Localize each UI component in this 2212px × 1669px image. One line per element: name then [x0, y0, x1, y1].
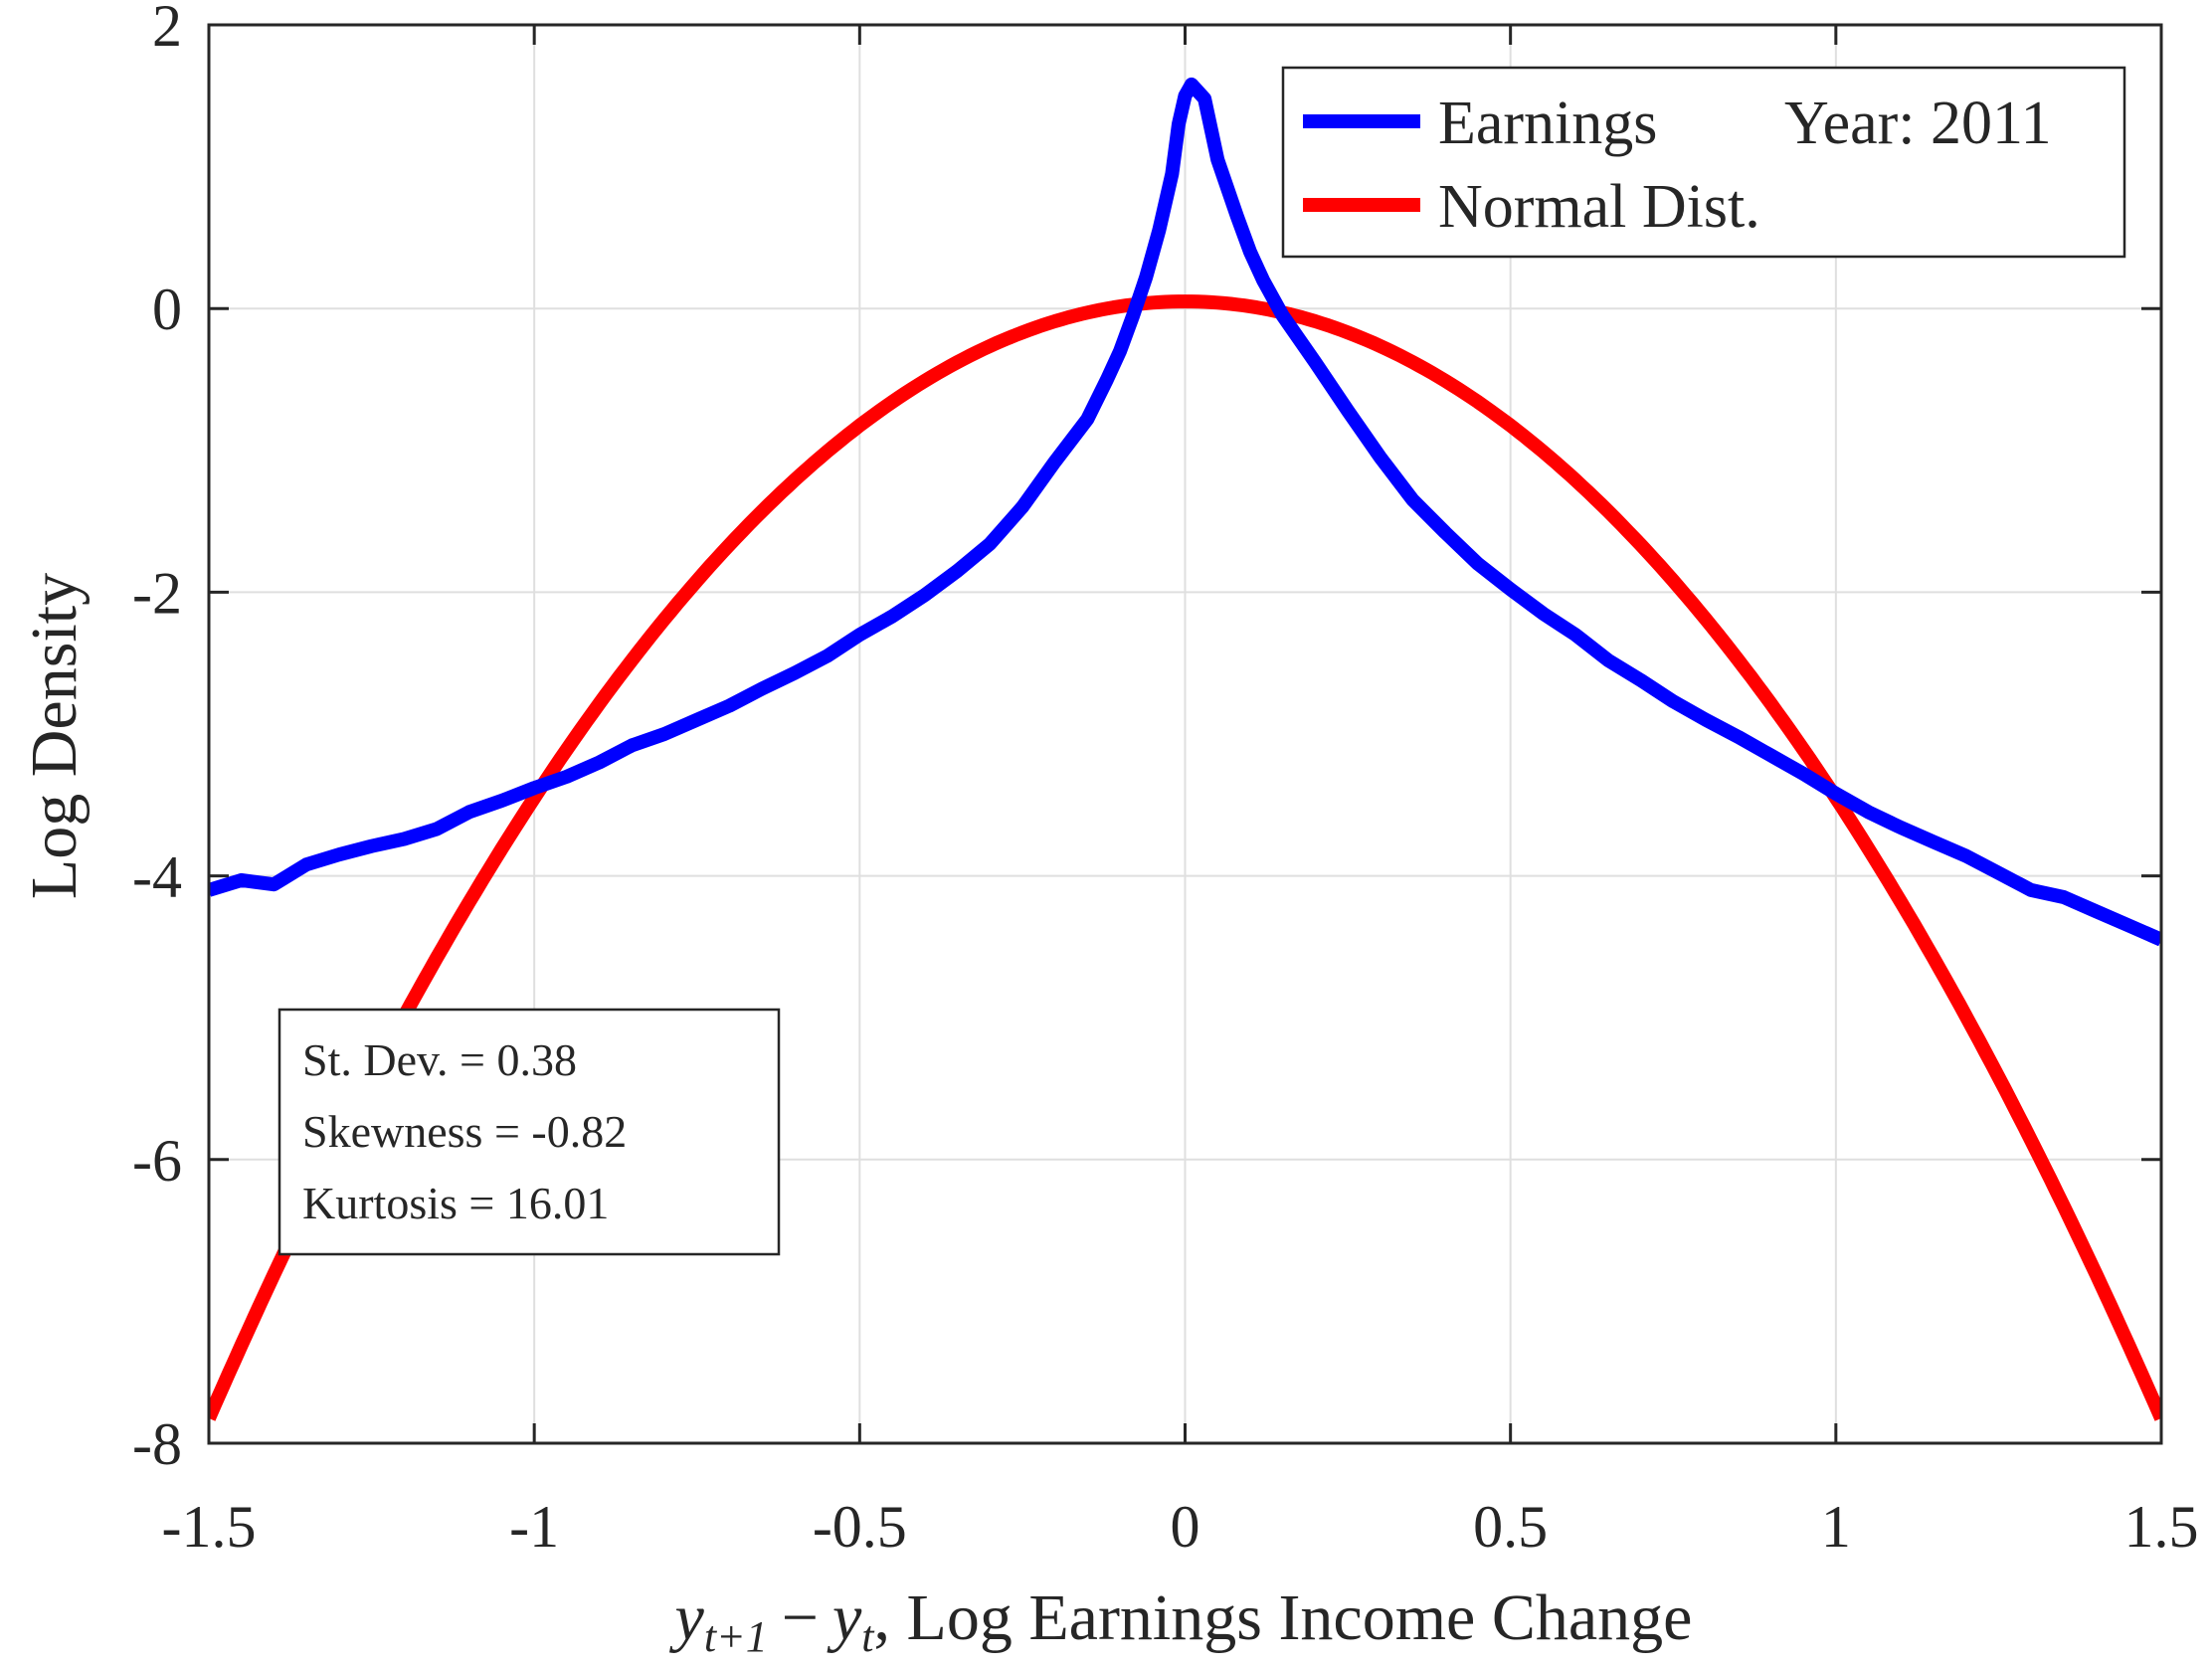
- x-tick-label: -0.5: [813, 1494, 907, 1560]
- x-tick-label: 1.5: [2124, 1494, 2199, 1560]
- stats-std-dev: St. Dev. = 0.38: [302, 1034, 577, 1085]
- stats-annotation: St. Dev. = 0.38 Skewness = -0.82 Kurtosi…: [277, 1008, 781, 1256]
- axis-ticks: [207, 23, 2163, 1445]
- stats-kurtosis: Kurtosis = 16.01: [302, 1178, 609, 1228]
- y-tick-label: -4: [132, 844, 182, 910]
- x-label-y: y: [669, 1581, 705, 1654]
- y-tick-label: -8: [132, 1411, 182, 1477]
- legend-label-normal: Normal Dist.: [1438, 173, 1760, 241]
- x-tick-label: -1: [509, 1494, 559, 1560]
- legend-label-earnings: Earnings: [1438, 90, 1657, 157]
- y-tick-label: -2: [132, 560, 182, 626]
- legend-box: [1281, 66, 2126, 259]
- y-tick-label: 2: [152, 0, 182, 59]
- legend: Earnings Year: 2011 Normal Dist.: [1281, 66, 2126, 259]
- x-label-sub-t: t: [861, 1612, 875, 1661]
- stats-skewness: Skewness = -0.82: [302, 1106, 627, 1157]
- y-tick-label: 0: [152, 277, 182, 342]
- x-label-y2: y: [827, 1581, 862, 1654]
- series-layer: [209, 77, 2161, 1421]
- x-tick-label: 0: [1171, 1494, 1200, 1560]
- x-axis-label: yt+1− yt, Log Earnings Income Change: [669, 1581, 1693, 1661]
- x-label-minus: −: [782, 1581, 819, 1654]
- legend-year: Year: 2011: [1784, 90, 2052, 157]
- series-line-earnings: [209, 77, 2161, 947]
- y-tick-label: -6: [132, 1128, 182, 1194]
- x-tick-label: -1.5: [162, 1494, 257, 1560]
- x-label-text: , Log Earnings Income Change: [874, 1581, 1693, 1654]
- x-tick-label: 0.5: [1473, 1494, 1548, 1560]
- y-axis-label: Log Density: [18, 573, 91, 899]
- stats-box-frame: [277, 1008, 781, 1256]
- x-tick-label: 1: [1821, 1494, 1851, 1560]
- x-label-sub-t1: t+1: [704, 1612, 768, 1661]
- tick-labels: -1.5 -1 -0.5 0 0.5 1 1.5 -8 -6 -4 -2 0 2: [132, 0, 2198, 1560]
